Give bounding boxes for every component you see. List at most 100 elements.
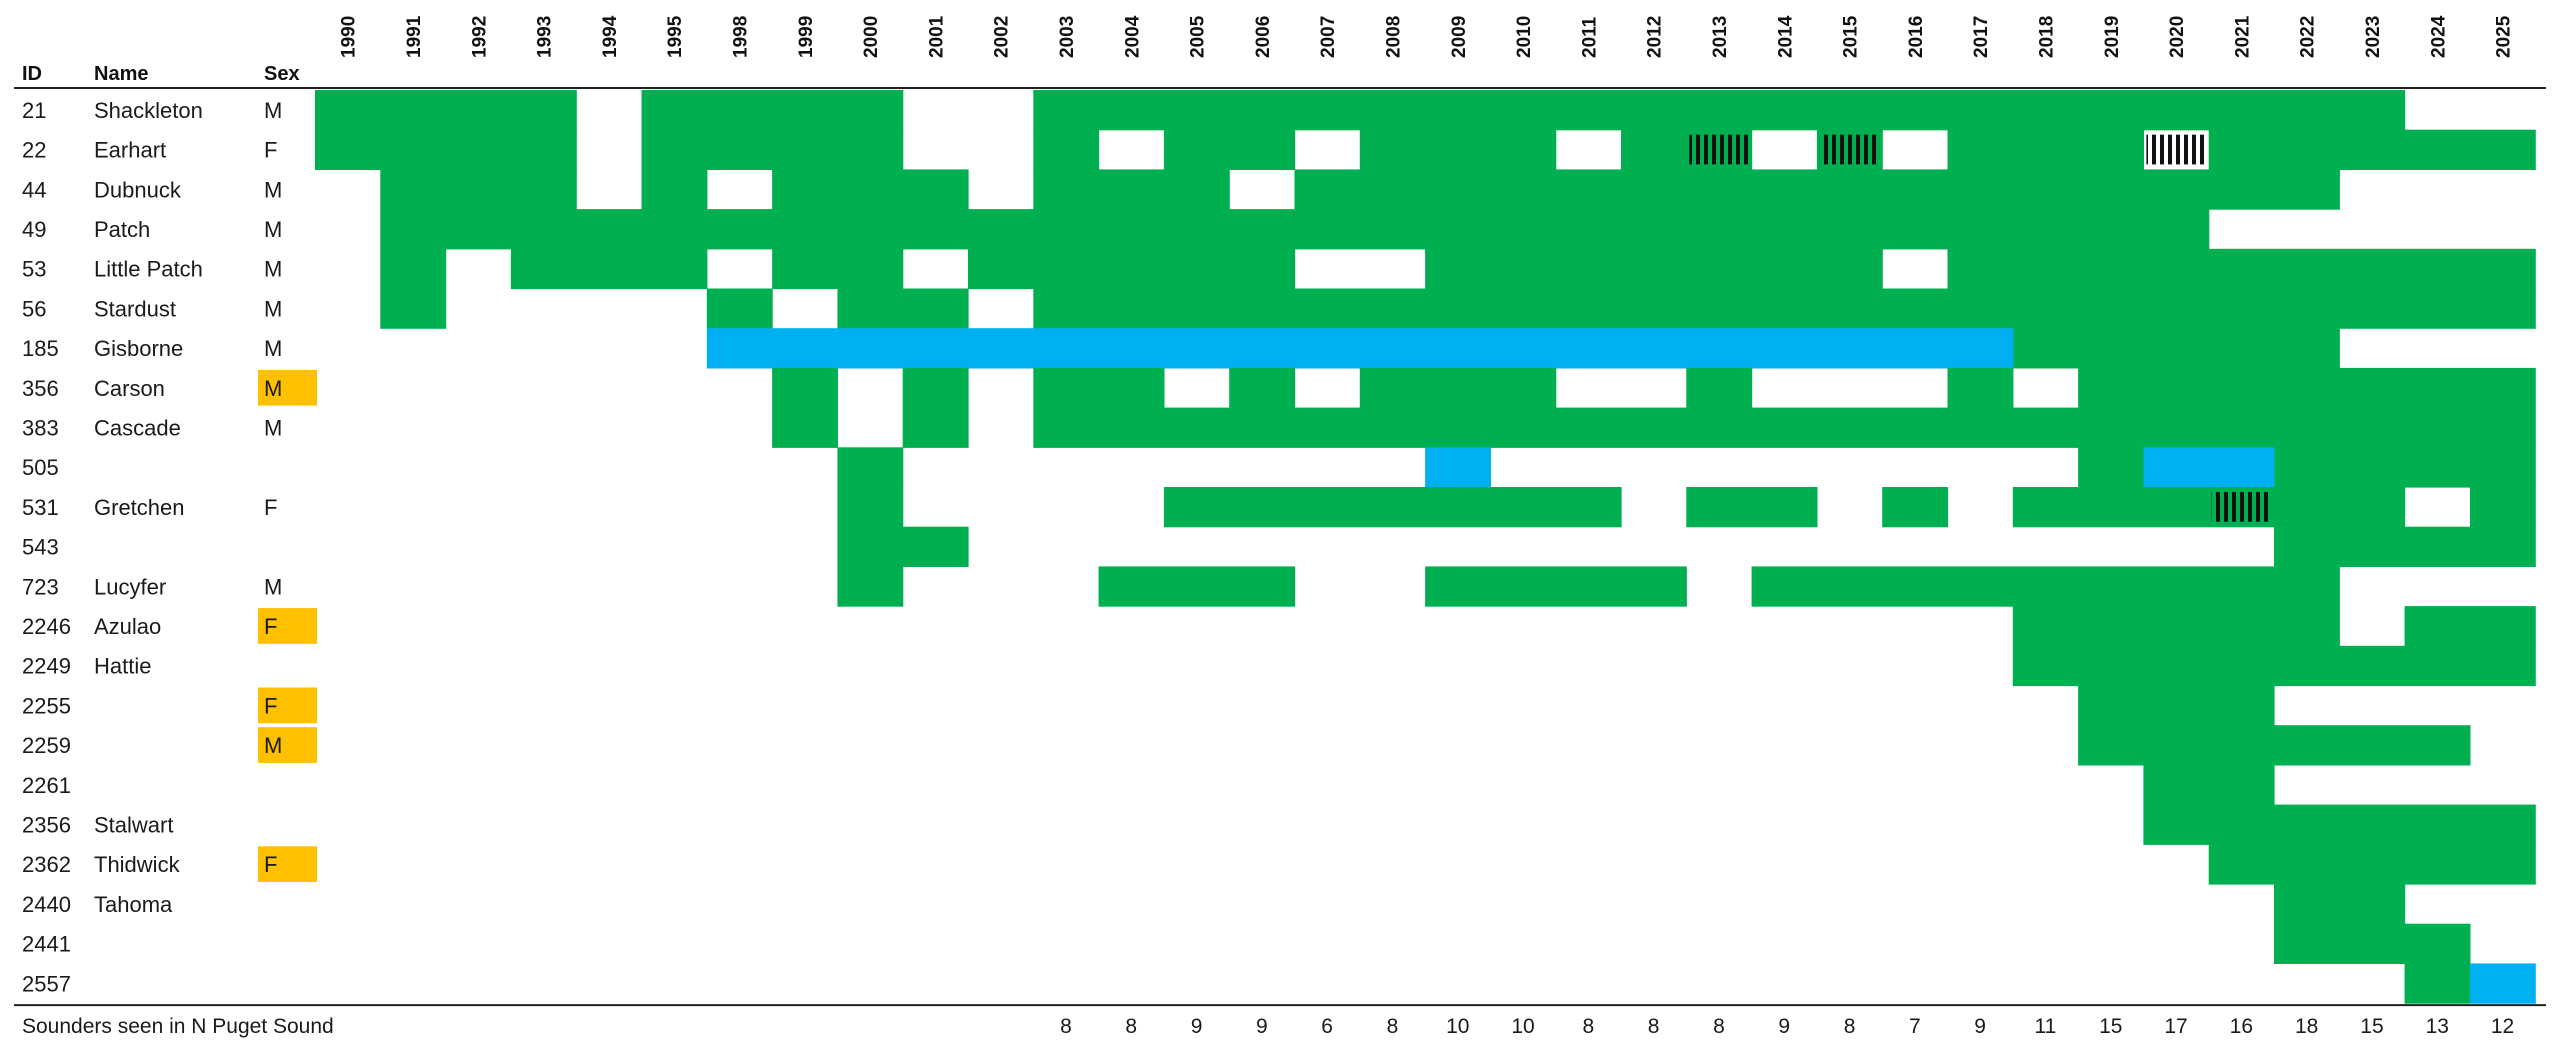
footer-count: 10 bbox=[1446, 1015, 1469, 1038]
seen-cell bbox=[1098, 566, 1296, 607]
seen-cell bbox=[1033, 407, 2536, 448]
footer-count: 8 bbox=[1125, 1015, 1137, 1038]
year-header: 1992 bbox=[469, 16, 490, 58]
year-header: 2022 bbox=[2298, 16, 2319, 58]
year-header: 2025 bbox=[2494, 15, 2515, 58]
year-header: 1994 bbox=[600, 15, 621, 58]
seen-cell bbox=[2208, 129, 2536, 170]
seen-cell bbox=[1033, 288, 2536, 329]
row-name: Stardust bbox=[94, 296, 176, 321]
year-header: 1999 bbox=[796, 16, 817, 58]
row-sex: M bbox=[264, 177, 282, 202]
year-header: 2020 bbox=[2167, 16, 2188, 58]
row-id: 383 bbox=[22, 415, 59, 440]
year-header: 2011 bbox=[1579, 16, 1600, 58]
footer-count: 9 bbox=[1778, 1015, 1790, 1038]
year-header: 2004 bbox=[1122, 15, 1143, 58]
row-name: Thidwick bbox=[94, 852, 181, 877]
seen-cell bbox=[837, 288, 969, 329]
footer-count: 10 bbox=[1511, 1015, 1534, 1038]
year-header: 2005 bbox=[1188, 15, 1209, 58]
year-header: 2016 bbox=[1906, 16, 1927, 58]
row-sex: M bbox=[264, 733, 282, 758]
row-id: 22 bbox=[22, 138, 46, 163]
seen-cell bbox=[2274, 884, 2406, 925]
seen-cell bbox=[641, 90, 904, 131]
seen-cell bbox=[315, 90, 577, 131]
seen-cell bbox=[2078, 447, 2144, 488]
seen-cell bbox=[1033, 169, 1230, 210]
row-id: 53 bbox=[22, 257, 46, 282]
seen-cell bbox=[1947, 248, 2536, 290]
sex-highlight bbox=[258, 687, 317, 724]
row-name: Gretchen bbox=[94, 495, 185, 520]
row-sex: M bbox=[264, 98, 282, 123]
row-name: Lucyfer bbox=[94, 574, 166, 599]
sex-highlight bbox=[258, 846, 317, 882]
seen-cell bbox=[837, 447, 904, 488]
seen-cell bbox=[1947, 129, 2144, 170]
row-sex: F bbox=[264, 614, 277, 639]
seen-cell bbox=[2012, 487, 2406, 528]
hatched-cell bbox=[1819, 134, 1880, 165]
seen-cell bbox=[2274, 526, 2536, 567]
row-id: 185 bbox=[22, 336, 59, 361]
year-header: 1990 bbox=[339, 16, 360, 58]
year-header: 2015 bbox=[1841, 15, 1862, 58]
sex-column-header: Sex bbox=[264, 63, 300, 85]
seen-cell bbox=[380, 248, 447, 290]
year-header: 1991 bbox=[404, 15, 425, 58]
seen-cell bbox=[772, 169, 969, 210]
other-cell bbox=[2469, 963, 2536, 1004]
row-sex: M bbox=[264, 336, 282, 361]
footer-label: Sounders seen in N Puget Sound bbox=[22, 1015, 334, 1038]
row-sex: M bbox=[264, 217, 282, 242]
seen-cell bbox=[1425, 248, 1883, 290]
seen-cell bbox=[1033, 90, 2406, 131]
year-header: 2000 bbox=[861, 16, 882, 58]
year-header: 2006 bbox=[1253, 16, 1274, 58]
seen-cell bbox=[1294, 169, 2340, 210]
row-name: Azulao bbox=[94, 614, 161, 639]
year-header: 1998 bbox=[730, 16, 751, 58]
seen-cell bbox=[2469, 487, 2536, 528]
seen-cell bbox=[2012, 606, 2340, 647]
seen-cell bbox=[1359, 367, 1557, 409]
seen-cell bbox=[2404, 606, 2536, 647]
footer-count: 8 bbox=[1060, 1015, 1072, 1038]
seen-cell bbox=[1686, 367, 1753, 409]
footer-count: 7 bbox=[1909, 1015, 1921, 1038]
seen-cell bbox=[1947, 367, 2014, 409]
footer-count: 16 bbox=[2230, 1015, 2253, 1038]
row-id: 49 bbox=[22, 217, 46, 242]
row-id: 2255 bbox=[22, 693, 71, 718]
row-id: 723 bbox=[22, 574, 59, 599]
row-name: Shackleton bbox=[94, 98, 203, 123]
seen-cell bbox=[1163, 487, 1622, 528]
footer-count: 6 bbox=[1321, 1015, 1333, 1038]
row-name: Dubnuck bbox=[94, 177, 182, 202]
row-name: Tahoma bbox=[94, 892, 173, 917]
seen-cell bbox=[2404, 963, 2471, 1004]
row-name: Cascade bbox=[94, 415, 181, 440]
year-header: 2007 bbox=[1318, 16, 1339, 58]
row-id: 2249 bbox=[22, 654, 71, 679]
seen-cell bbox=[1425, 566, 1687, 607]
sex-highlight bbox=[258, 608, 317, 644]
footer-count: 8 bbox=[1583, 1015, 1595, 1038]
other-cell bbox=[2143, 447, 2275, 488]
row-name: Gisborne bbox=[94, 336, 183, 361]
row-id: 2557 bbox=[22, 971, 71, 996]
row-id: 56 bbox=[22, 296, 46, 321]
seen-cell bbox=[380, 288, 447, 329]
footer-count: 8 bbox=[1713, 1015, 1725, 1038]
other-cell bbox=[706, 328, 2014, 369]
row-sex: M bbox=[264, 257, 282, 282]
seen-cell bbox=[772, 407, 838, 448]
row-id: 2261 bbox=[22, 773, 71, 798]
row-sex: M bbox=[264, 415, 282, 440]
year-header: 2019 bbox=[2102, 16, 2123, 58]
seen-cell bbox=[837, 526, 969, 567]
sex-highlight bbox=[258, 727, 317, 763]
